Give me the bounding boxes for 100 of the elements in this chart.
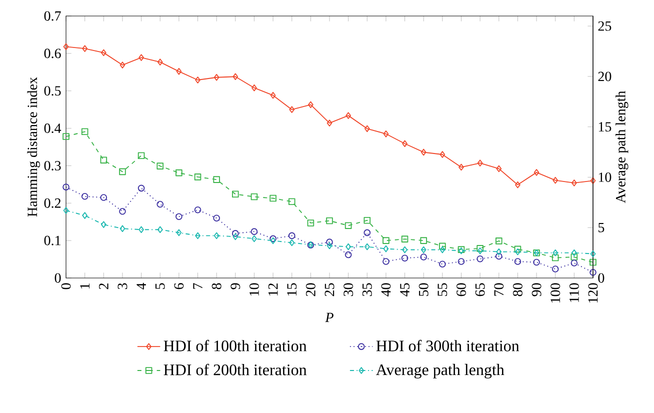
- x-tick-label: 0: [61, 283, 71, 290]
- y-axis-title: Hamming distance index: [27, 77, 40, 217]
- point: [63, 43, 69, 50]
- point: [270, 194, 276, 202]
- point: [496, 165, 502, 172]
- point: [420, 254, 428, 260]
- y-tick-label: 0.7: [44, 11, 61, 21]
- x-tick-label: 15: [287, 283, 297, 296]
- point: [250, 228, 258, 235]
- point: [288, 198, 296, 206]
- point: [326, 238, 333, 246]
- point: [477, 247, 483, 254]
- point: [382, 258, 390, 265]
- point: [176, 213, 182, 220]
- point: [232, 230, 239, 237]
- point: [364, 216, 371, 224]
- y-tick-label: 0.4: [44, 124, 62, 134]
- point: [195, 76, 200, 84]
- point: [82, 45, 88, 52]
- point: [100, 156, 108, 164]
- x-tick-label: 1: [80, 284, 90, 288]
- y2-tick-label: 5: [598, 222, 604, 232]
- point: [401, 236, 408, 242]
- point: [120, 225, 126, 232]
- legend-label: Average path length: [376, 364, 504, 378]
- point: [120, 62, 126, 68]
- point: [252, 84, 257, 92]
- point: [213, 176, 220, 183]
- point: [214, 232, 220, 240]
- x-tick-label: 7: [193, 283, 202, 289]
- point: [570, 260, 578, 266]
- y-tick-label: 0.1: [44, 236, 60, 246]
- point: [270, 92, 276, 99]
- point: [289, 106, 295, 113]
- x-tick-label: 5: [155, 283, 165, 289]
- point: [213, 214, 220, 222]
- x-tick-label: 60: [456, 283, 466, 296]
- point: [100, 194, 108, 201]
- legend-label: HDI of 300th iteration: [376, 340, 520, 352]
- point: [476, 245, 484, 252]
- point: [346, 243, 351, 250]
- point: [195, 232, 200, 240]
- x-tick-label: 90: [532, 283, 542, 296]
- point: [119, 208, 126, 215]
- point: [534, 169, 540, 176]
- point: [138, 54, 144, 61]
- point: [157, 226, 163, 234]
- x-tick-label: 20: [306, 283, 316, 296]
- x-tick-label: 12: [268, 283, 278, 296]
- point: [533, 258, 540, 266]
- point: [440, 151, 446, 158]
- point: [458, 164, 464, 171]
- point: [81, 128, 88, 136]
- point: [346, 112, 351, 119]
- point: [590, 268, 596, 276]
- point: [288, 232, 296, 240]
- x-tick-label: 35: [362, 283, 372, 296]
- point: [402, 140, 408, 148]
- point: [477, 160, 483, 166]
- legend-label: HDI of 100th iteration: [164, 340, 307, 352]
- x-tick-label: 70: [494, 283, 504, 296]
- point: [383, 245, 389, 252]
- x-tick-label: 4: [136, 282, 146, 290]
- x-tick-label: 40: [381, 283, 391, 296]
- point: [552, 249, 558, 256]
- x-tick-label: 10: [250, 283, 259, 296]
- y2-axis-title: Average path length: [616, 90, 628, 204]
- point: [214, 74, 220, 81]
- x-tick-label: 30: [344, 283, 354, 296]
- point: [552, 266, 559, 272]
- point: [570, 254, 578, 260]
- y2-tick-label: 15: [598, 122, 612, 132]
- point: [439, 242, 446, 250]
- point: [383, 130, 389, 138]
- point: [194, 206, 202, 214]
- point: [100, 221, 106, 228]
- y2-tick-label: 20: [598, 72, 612, 82]
- x-tick-label: 45: [400, 283, 410, 296]
- y-tick-label: 0.3: [44, 160, 61, 170]
- point: [326, 120, 332, 126]
- point: [495, 252, 502, 260]
- point: [420, 237, 428, 244]
- point: [552, 176, 558, 184]
- x-tick-label: 8: [212, 283, 222, 290]
- y-tick-label: 0.6: [44, 48, 61, 58]
- point: [515, 248, 520, 256]
- point: [552, 254, 559, 262]
- point: [176, 68, 182, 75]
- point: [232, 233, 238, 240]
- point: [156, 200, 164, 208]
- point: [440, 246, 446, 254]
- x-tick-label: 55: [438, 283, 448, 296]
- point: [364, 229, 371, 236]
- point: [156, 162, 164, 170]
- point: [590, 258, 596, 266]
- point: [590, 250, 596, 258]
- point: [514, 246, 522, 253]
- x-tick-label: 9: [230, 283, 240, 290]
- point: [364, 243, 370, 250]
- point: [176, 169, 182, 176]
